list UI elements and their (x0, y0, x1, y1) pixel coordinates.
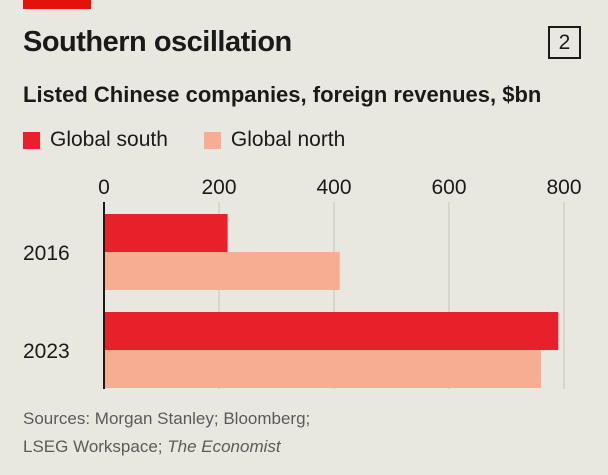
source-line-2: LSEG Workspace; The Economist (23, 433, 310, 461)
source-note: Sources: Morgan Stanley; Bloomberg; LSEG… (23, 405, 310, 461)
x-tick-label: 800 (546, 176, 581, 199)
source-line-1: Sources: Morgan Stanley; Bloomberg; (23, 409, 311, 428)
legend-item-global-south: Global south (23, 128, 168, 152)
x-tick-label: 400 (316, 176, 351, 199)
x-tick-label: 0 (98, 176, 110, 199)
legend-swatch-global-south (23, 131, 40, 149)
legend-label-global-south: Global south (50, 128, 168, 151)
legend-label-global-north: Global north (230, 128, 346, 151)
chart-subtitle: Listed Chinese companies, foreign revenu… (23, 82, 542, 107)
legend-item-global-north: Global north (203, 128, 346, 152)
bar-global-north-2023 (104, 350, 541, 388)
bar-global-south-2016 (104, 214, 228, 252)
source-line-2-prefix: LSEG Workspace; (23, 437, 168, 456)
bar-global-south-2023 (104, 312, 559, 350)
bar-global-north-2016 (104, 252, 340, 290)
x-tick-label: 600 (431, 176, 466, 199)
brand-tag (23, 0, 91, 9)
category-label: 2023 (23, 340, 70, 363)
category-label: 2016 (23, 242, 70, 265)
chart-number-badge: 2 (548, 26, 581, 59)
legend-swatch-global-north (203, 131, 221, 149)
chart-title: Southern oscillation (23, 26, 292, 58)
legend: Global south Global north (23, 128, 381, 152)
source-publisher: The Economist (167, 437, 281, 456)
x-tick-label: 200 (201, 176, 236, 199)
